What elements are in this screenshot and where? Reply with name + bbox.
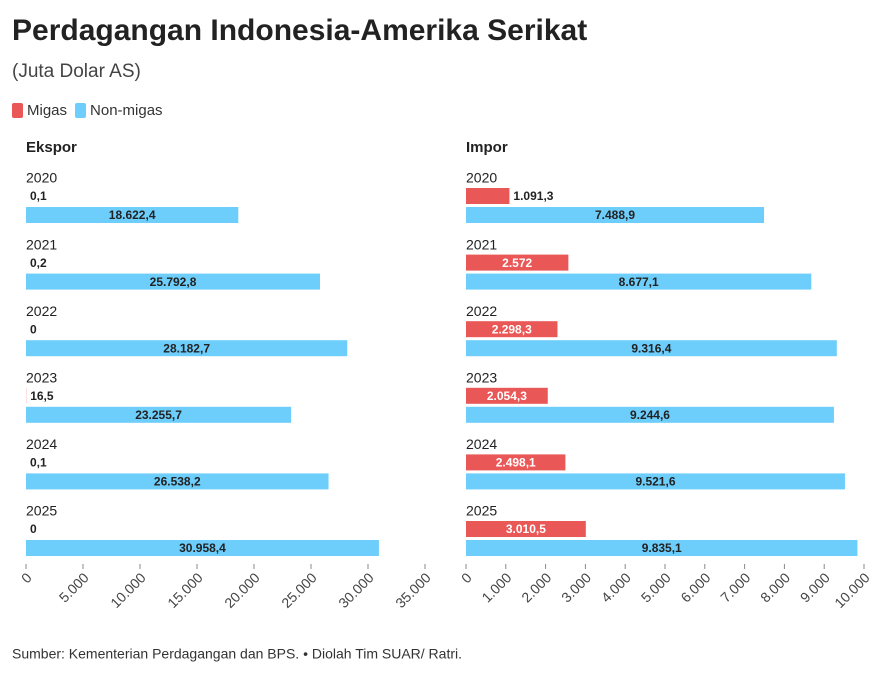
bar: [26, 207, 239, 223]
category-label: 2023: [466, 370, 497, 386]
data-label: 25.792,8: [150, 275, 197, 289]
bar: [466, 406, 834, 423]
data-label: 0,1: [30, 456, 47, 470]
data-label: 28.182,7: [163, 341, 210, 355]
data-label: 2.572: [502, 256, 532, 270]
category-label: 2025: [26, 503, 57, 519]
data-label: 16,5: [30, 389, 54, 403]
category-label: 2022: [26, 303, 57, 319]
bar: [466, 273, 812, 290]
x-tick-label: 20.000: [221, 569, 263, 611]
x-tick-label: 30.000: [335, 569, 377, 611]
bar: [466, 207, 765, 223]
x-tick-label: 25.000: [278, 569, 320, 611]
x-tick-label: 5.000: [56, 569, 92, 605]
x-tick-label: 9.000: [797, 569, 833, 605]
x-tick-label: 15.000: [164, 569, 206, 611]
category-label: 2021: [466, 236, 497, 252]
data-label: 9.835,1: [642, 541, 682, 555]
bar: [466, 188, 510, 204]
category-label: 2020: [466, 170, 497, 186]
data-label: 18.622,4: [109, 208, 156, 222]
data-label: 0,2: [30, 256, 47, 270]
data-label: 1.091,3: [513, 189, 553, 203]
category-label: 2022: [466, 303, 497, 319]
chart-title: Perdagangan Indonesia-Amerika Serikat: [12, 14, 587, 47]
data-label: 30.958,4: [179, 541, 226, 555]
data-label: 23.255,7: [135, 408, 182, 422]
bar: [26, 540, 379, 556]
x-tick-label: 7.000: [717, 569, 753, 605]
legend-swatch: [12, 103, 23, 118]
bar: [466, 540, 858, 556]
data-label: 9.316,4: [631, 341, 671, 355]
legend-label: Non-migas: [90, 102, 163, 119]
data-label: 3.010,5: [506, 522, 546, 536]
data-label: 2.498,1: [496, 456, 536, 470]
legend-swatch: [75, 103, 87, 118]
category-label: 2020: [26, 170, 57, 186]
bar: [26, 406, 292, 423]
data-label: 0,1: [30, 189, 47, 203]
x-tick-label: 10.000: [831, 569, 873, 611]
data-label: 2.054,3: [487, 389, 527, 403]
bar: [26, 340, 348, 357]
bar: [466, 254, 569, 271]
bar: [466, 473, 845, 490]
legend-label: Migas: [27, 102, 67, 119]
x-tick-label: 3.000: [558, 569, 594, 605]
data-label: 2.298,3: [492, 322, 532, 336]
bar: [26, 473, 329, 490]
panel-title: Ekspor: [26, 139, 77, 156]
category-label: 2024: [466, 436, 497, 452]
x-tick-label: 35.000: [392, 569, 434, 611]
data-label: 8.677,1: [619, 275, 659, 289]
data-label: 9.521,6: [635, 475, 675, 489]
data-label: 9.244,6: [630, 408, 670, 422]
category-label: 2023: [26, 370, 57, 386]
bar: [466, 454, 566, 471]
x-tick-label: 0: [458, 569, 475, 586]
category-label: 2024: [26, 436, 57, 452]
data-label: 0: [30, 522, 37, 536]
data-label: 26.538,2: [154, 475, 201, 489]
category-label: 2021: [26, 236, 57, 252]
panel-title: Impor: [466, 139, 508, 156]
x-tick-label: 10.000: [107, 569, 149, 611]
source-note: Sumber: Kementerian Perdagangan dan BPS.…: [12, 646, 462, 662]
data-label: 0: [30, 322, 37, 336]
x-tick-label: 2.000: [518, 569, 554, 605]
bar: [466, 521, 586, 537]
bar: [26, 273, 321, 290]
bar: [466, 387, 548, 404]
x-tick-label: 4.000: [598, 569, 634, 605]
bar: [466, 321, 558, 338]
bar: [466, 340, 837, 357]
x-tick-label: 8.000: [757, 569, 793, 605]
x-tick-label: 6.000: [677, 569, 713, 605]
x-tick-label: 1.000: [478, 569, 514, 605]
category-label: 2025: [466, 503, 497, 519]
x-tick-label: 5.000: [638, 569, 674, 605]
x-tick-label: 0: [18, 569, 35, 586]
data-label: 7.488,9: [595, 208, 635, 222]
chart-subtitle: (Juta Dolar AS): [12, 61, 141, 82]
